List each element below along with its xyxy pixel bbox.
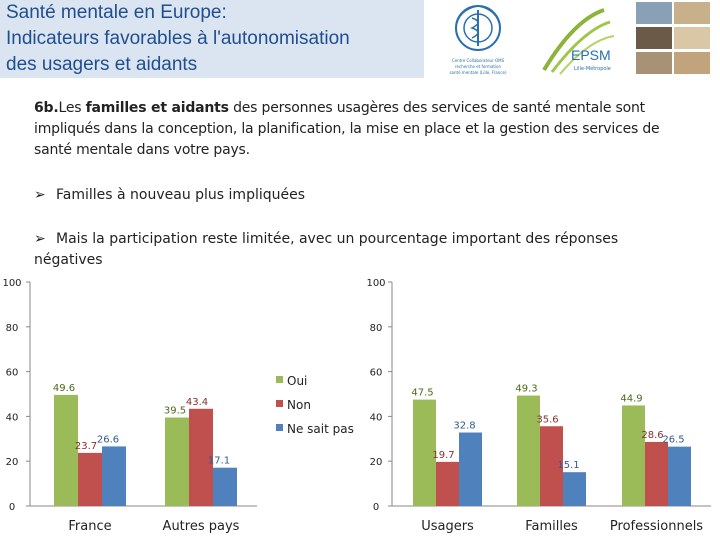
question-rest: des personnes usagères des services de s… <box>34 100 660 158</box>
y-tick-label: 80 <box>6 323 19 334</box>
y-tick-label: 100 <box>366 278 385 289</box>
data-label: 32.8 <box>453 421 475 432</box>
category-label: Usagers <box>421 519 474 534</box>
bar-ne-sait-pas-france <box>102 446 126 506</box>
chart-legend: Oui Non Ne sait pas <box>276 374 354 436</box>
arrow-bullet-icon: ➢ <box>34 231 46 247</box>
epsm-logo: EPSM Lille-Métropole <box>542 8 615 75</box>
data-label: 47.5 <box>411 388 433 399</box>
legend-swatch-nsp <box>276 424 283 431</box>
y-tick-label: 80 <box>370 323 383 334</box>
data-label: 26.6 <box>97 434 119 445</box>
data-label: 15.1 <box>557 460 579 471</box>
question-highlight: familles et aidants <box>85 100 229 116</box>
chart-left: 0 20 40 60 80 100 49.6 23.726.6 France 39.543.4 17… <box>2 278 257 534</box>
bullet-1: ➢ Familles à nouveau plus impliquées <box>34 185 674 206</box>
category-label: Autres pays <box>163 519 240 534</box>
who-logo: Centre Collaborateur OMS recherche et fo… <box>449 5 507 75</box>
legend-swatch-oui <box>276 376 283 383</box>
question-prefix: Les <box>58 100 86 116</box>
category-label: France <box>68 519 111 534</box>
bar-ne-sait-pas-professionnels <box>668 446 691 506</box>
category-label: Professionnels <box>610 519 703 534</box>
data-label: 35.6 <box>536 414 558 425</box>
data-label: 26.5 <box>662 435 684 446</box>
who-caption-3: santé mentale (Lille, France) <box>449 70 507 75</box>
data-label: 28.6 <box>641 430 663 441</box>
data-label: 49.6 <box>53 383 75 394</box>
logo-area: Centre Collaborateur OMS recherche et fo… <box>424 0 720 82</box>
y-tick-label: 40 <box>6 412 19 423</box>
bar-ne-sait-pas-autres-pays <box>213 467 237 506</box>
y-tick-label: 0 <box>373 502 379 513</box>
legend-label-non: Non <box>287 398 311 412</box>
bar-oui-autres-pays <box>165 417 189 506</box>
title-line-3: des usagers et aidants <box>6 54 198 75</box>
data-label: 43.4 <box>186 397 208 408</box>
category-label: Familles <box>525 519 578 534</box>
chart-right: 0 20 40 60 80 100 47.5 19.7 32.8 Usagers 49.3 35.6 1… <box>366 278 711 534</box>
bar-non-familles <box>540 426 563 506</box>
y-tick-label: 20 <box>370 457 383 468</box>
question-number: 6b. <box>34 100 59 116</box>
data-label: 23.7 <box>75 441 97 452</box>
bullet-1-text: Familles à nouveau plus impliquées <box>56 187 306 203</box>
data-label: 17.1 <box>208 456 230 467</box>
arrow-bullet-icon: ➢ <box>34 187 46 203</box>
y-tick-label: 60 <box>6 368 19 379</box>
data-label: 49.3 <box>515 384 537 395</box>
logos-svg: Centre Collaborateur OMS recherche et fo… <box>449 2 710 75</box>
bar-non-france <box>78 452 102 506</box>
question-text: 6b.Les familles et aidants des personnes… <box>34 98 694 161</box>
epsm-subtitle: Lille-Métropole <box>574 65 611 72</box>
title-banner: Santé mentale en Europe: Indicateurs fav… <box>0 0 424 78</box>
bar-non-usagers <box>436 461 459 506</box>
data-label: 39.5 <box>164 406 186 417</box>
data-label: 19.7 <box>432 450 454 461</box>
bar-ne-sait-pas-usagers <box>459 432 482 506</box>
y-tick-label: 40 <box>370 412 383 423</box>
bar-oui-familles <box>517 395 540 506</box>
y-tick-label: 0 <box>9 502 15 513</box>
epsm-wordmark: EPSM <box>571 47 611 63</box>
y-tick-label: 60 <box>370 368 383 379</box>
photo-collage <box>636 2 710 74</box>
title-line-1: Santé mentale en Europe: <box>6 2 227 23</box>
bar-oui-usagers <box>413 399 436 506</box>
bar-non-professionnels <box>645 441 668 506</box>
bar-oui-professionnels <box>622 405 645 506</box>
legend-label-nsp: Ne sait pas <box>287 422 354 436</box>
who-caption-1: Centre Collaborateur OMS <box>452 58 505 63</box>
bullet-2-text: Mais la participation reste limitée, ave… <box>34 231 619 268</box>
bar-oui-france <box>54 394 78 506</box>
legend-label-oui: Oui <box>287 374 307 388</box>
bar-non-autres-pays <box>189 408 213 506</box>
data-label: 44.9 <box>620 393 642 404</box>
bar-charts: 0 20 40 60 80 100 49.6 23.726.6 France 39.543.4 17… <box>2 278 711 534</box>
y-tick-label: 100 <box>2 278 21 289</box>
y-tick-label: 20 <box>6 457 19 468</box>
bullet-2: ➢ Mais la participation reste limitée, av… <box>34 229 664 271</box>
title-line-2: Indicateurs favorables à l'autonomisatio… <box>6 28 350 49</box>
who-caption-2: recherche et formation <box>455 64 501 69</box>
bar-ne-sait-pas-familles <box>563 472 586 506</box>
legend-swatch-non <box>276 400 283 407</box>
